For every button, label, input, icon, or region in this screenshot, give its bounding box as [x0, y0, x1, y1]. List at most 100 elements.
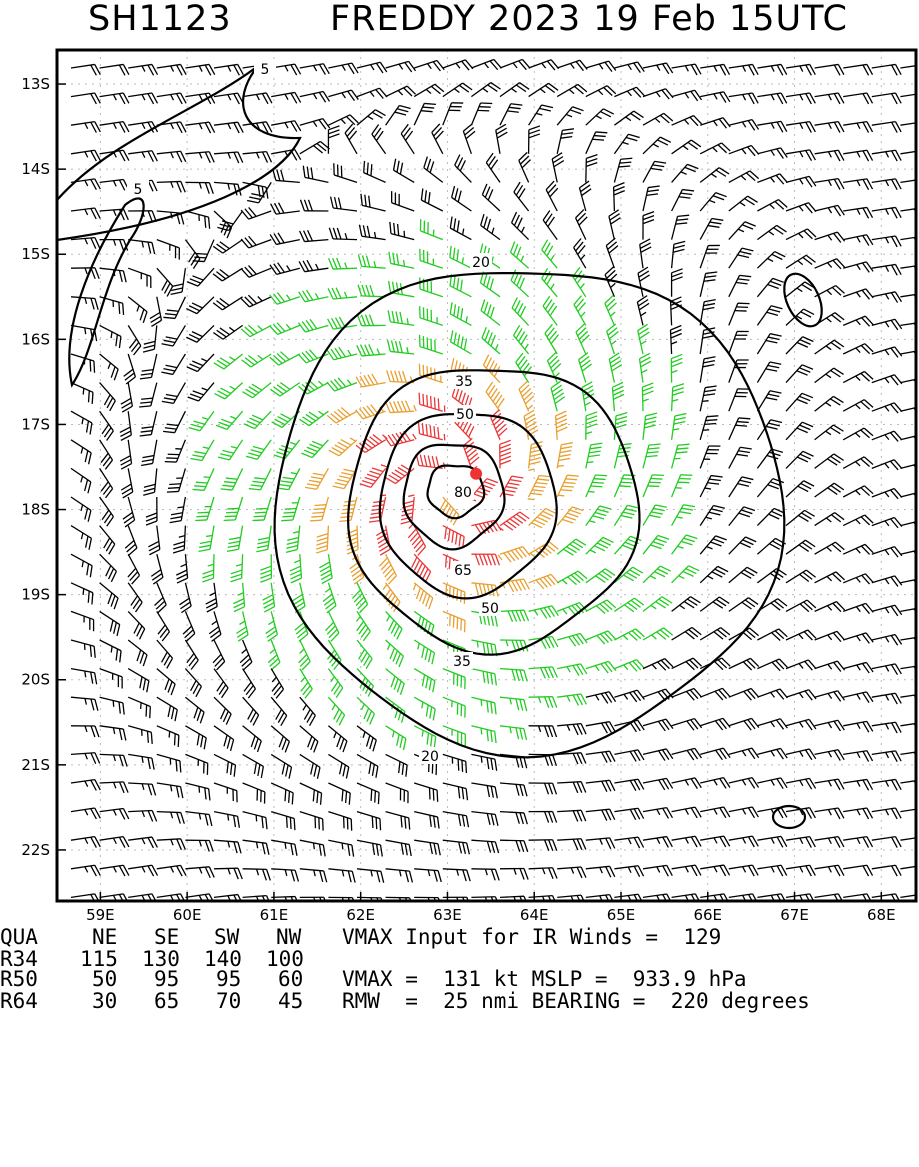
wind-barb	[643, 628, 673, 640]
info-row-r64: R64 30 65 70 45 RMW = 25 nmi BEARING = 2…	[0, 990, 51, 1012]
wind-barb	[202, 554, 214, 582]
wind-barb	[574, 238, 586, 268]
wind-barb	[241, 207, 271, 219]
wind-barb	[100, 383, 116, 411]
wind-barb	[128, 297, 147, 323]
wind-barb	[757, 719, 787, 730]
contour-label: 35	[455, 374, 473, 390]
wind-barb	[357, 726, 376, 751]
wind-barb	[757, 778, 787, 789]
wind-barb	[71, 122, 100, 133]
wind-barb	[185, 640, 198, 670]
wind-barb	[71, 93, 100, 104]
wind-barb	[386, 783, 408, 803]
wind-barb	[386, 105, 411, 125]
wind-barb	[331, 197, 357, 211]
wind-barb	[729, 718, 759, 730]
wind-barb	[327, 408, 357, 423]
wind-barb	[71, 383, 93, 404]
wind-barb	[471, 554, 499, 565]
wind-barb	[120, 440, 131, 469]
wind-barb	[815, 64, 844, 75]
wind-barb	[128, 151, 157, 162]
wind-barb	[815, 93, 844, 104]
info-label: QUA	[0, 926, 38, 948]
wind-barb	[551, 381, 565, 411]
wind-barb	[843, 428, 873, 440]
plot-frame	[57, 50, 916, 901]
wind-barb	[271, 869, 298, 882]
wind-barb	[757, 121, 786, 132]
lon-tick-label: 61E	[260, 906, 289, 924]
wind-barb	[71, 697, 98, 710]
wind-barb	[557, 694, 586, 705]
wind-barb	[606, 238, 618, 268]
wind-barb	[128, 240, 154, 254]
wind-barb	[266, 611, 278, 641]
wind-barb	[100, 122, 129, 133]
wind-barb	[786, 778, 816, 789]
info-q-se: SE	[154, 926, 179, 948]
wind-barb	[529, 812, 557, 823]
wind-barb	[586, 631, 616, 644]
wind-barb	[843, 574, 873, 584]
wind-barb	[214, 868, 242, 879]
wind-barb	[388, 340, 415, 354]
lat-tick-label: 22S	[21, 841, 50, 859]
wind-barb	[672, 140, 701, 154]
wind-barb	[185, 122, 214, 133]
wind-barb	[557, 475, 579, 497]
wind-barb	[672, 414, 687, 440]
wind-barb	[815, 691, 845, 702]
wind-barb	[268, 640, 280, 670]
wind-barb	[729, 865, 758, 876]
wind-barb	[421, 188, 442, 211]
wind-barb	[450, 274, 471, 297]
wind-barb	[872, 837, 901, 848]
wind-barb	[100, 726, 126, 741]
wind-barb	[500, 726, 527, 740]
wind-barb	[614, 598, 643, 612]
wind-barb	[323, 583, 336, 613]
wind-barb	[263, 583, 275, 612]
wind-barb	[281, 497, 300, 521]
wind-barb	[163, 411, 185, 432]
wind-barb	[843, 544, 873, 554]
wind-barb	[491, 410, 507, 440]
wind-barb	[270, 233, 300, 245]
wind-barb	[872, 779, 901, 790]
wind-barb	[128, 697, 150, 718]
wind-barb	[637, 296, 649, 326]
wind-barb	[579, 353, 592, 383]
wind-barb	[71, 297, 98, 310]
info-q-ne: 30	[92, 990, 117, 1012]
info-q-nw: 60	[278, 968, 303, 990]
wind-barb	[214, 669, 228, 698]
wind-barb	[672, 836, 701, 847]
wind-barb	[188, 383, 214, 401]
wind-barb	[609, 353, 621, 383]
contour-label: 35	[453, 654, 471, 670]
wind-barb	[451, 330, 472, 354]
wind-barb	[121, 468, 133, 498]
wind-barb	[482, 327, 500, 354]
wind-barb	[471, 697, 496, 714]
wind-barb	[157, 894, 186, 905]
wind-barb	[486, 382, 504, 411]
wind-barb	[214, 354, 243, 369]
wind-barb	[71, 268, 99, 279]
wind-barb	[757, 569, 786, 583]
wind-barb	[815, 602, 845, 612]
wind-barb	[329, 438, 357, 456]
wind-barb	[148, 526, 159, 555]
wind-barb	[414, 783, 437, 802]
wind-barb	[500, 104, 522, 125]
wind-barb	[843, 865, 872, 876]
wind-barb	[500, 697, 527, 711]
wind-barb	[757, 174, 787, 184]
wind-barb	[300, 840, 325, 856]
wind-barb	[757, 865, 786, 876]
wind-barb	[471, 783, 497, 798]
contour-label: 80	[454, 485, 472, 501]
wind-barb	[815, 837, 844, 848]
